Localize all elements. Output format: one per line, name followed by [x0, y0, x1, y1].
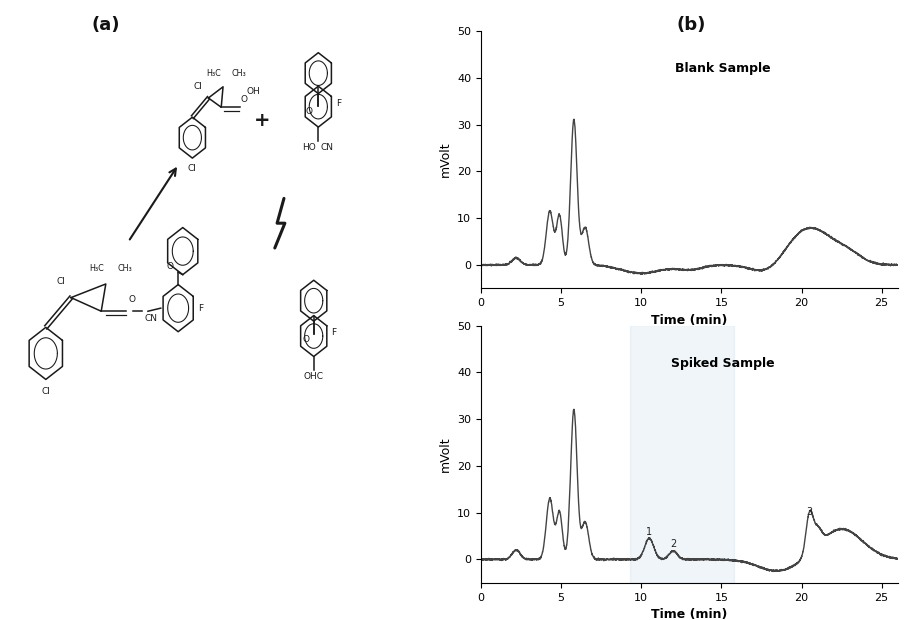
X-axis label: Time (min): Time (min): [651, 314, 727, 327]
Text: O: O: [302, 335, 310, 344]
Text: 3: 3: [806, 507, 812, 517]
Text: H₃C: H₃C: [89, 264, 104, 273]
Text: Cl: Cl: [188, 164, 197, 174]
Text: Cl: Cl: [194, 81, 202, 91]
Text: O: O: [129, 294, 136, 304]
Text: HO: HO: [302, 143, 316, 152]
Bar: [630, 326, 734, 583]
Text: OH: OH: [246, 87, 260, 96]
Text: 2: 2: [671, 539, 676, 549]
Y-axis label: mVolt: mVolt: [439, 142, 452, 177]
Text: (a): (a): [91, 16, 120, 33]
Text: Blank Sample: Blank Sample: [675, 62, 770, 75]
Text: CN: CN: [321, 143, 333, 152]
Text: CN: CN: [145, 314, 158, 324]
Text: Cl: Cl: [57, 277, 65, 286]
Text: (b): (b): [677, 16, 706, 33]
Text: H₃C: H₃C: [206, 69, 221, 78]
Text: +: +: [254, 112, 270, 130]
Text: OHC: OHC: [304, 372, 323, 381]
Text: F: F: [198, 304, 203, 312]
Text: 1: 1: [646, 526, 652, 537]
Text: F: F: [336, 99, 341, 108]
Text: F: F: [332, 329, 336, 337]
Text: O: O: [306, 107, 313, 117]
X-axis label: Time (min): Time (min): [651, 608, 727, 620]
Text: O: O: [240, 94, 247, 104]
Text: CH₃: CH₃: [117, 264, 132, 273]
Text: O: O: [167, 262, 174, 271]
Text: CH₃: CH₃: [231, 69, 246, 78]
Y-axis label: mVolt: mVolt: [439, 436, 452, 472]
Text: Spiked Sample: Spiked Sample: [671, 356, 774, 370]
Text: Cl: Cl: [41, 388, 50, 397]
